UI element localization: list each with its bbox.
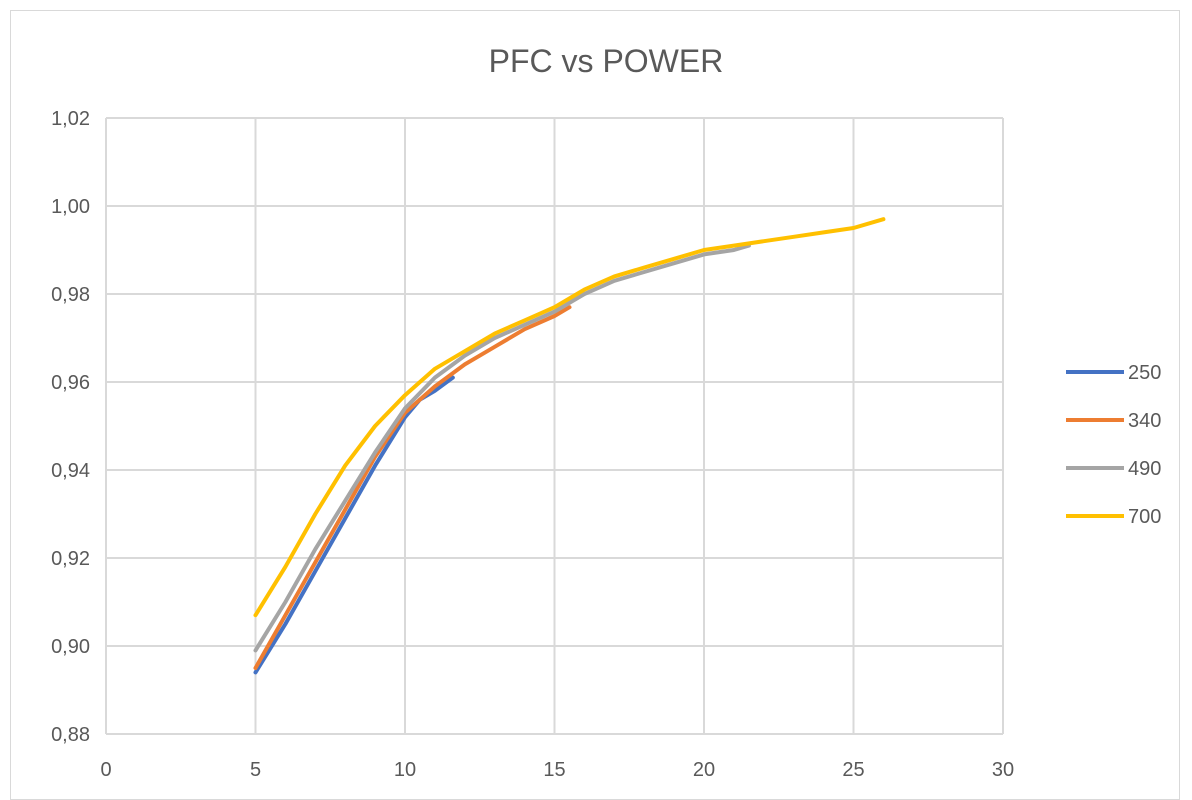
legend-label-700: 700 [1128,506,1161,528]
legend-label-340: 340 [1128,410,1161,432]
y-tick-label: 0,92 [51,548,90,570]
series-line-490 [253,243,751,653]
y-tick-label: 1,00 [51,196,90,218]
legend-label-490: 490 [1128,458,1161,480]
x-tick-label: 10 [394,759,416,781]
y-tick-label: 0,98 [51,284,90,306]
legend-label-250: 250 [1128,362,1161,384]
x-tick-label: 15 [543,759,565,781]
chart-area [10,10,1180,800]
y-tick-label: 1,02 [51,108,90,130]
x-tick-label: 5 [250,759,261,781]
series-lines [253,217,886,675]
axes: 0,88 0,90 0,92 0,94 0,96 0,98 1,00 1,02 0 5 10 15 20… [51,108,1014,781]
y-tick-label: 0,88 [51,724,90,746]
series-line-340 [253,305,572,670]
x-tick-label: 20 [693,759,715,781]
y-tick-label: 0,96 [51,372,90,394]
y-tick-label: 0,90 [51,636,90,658]
y-tick-label: 0,94 [51,460,90,482]
x-tick-label: 30 [992,759,1014,781]
chart-title: PFC vs POWER [489,43,724,79]
series-line-700 [253,217,886,618]
legend: 250 340 490 700 [1066,362,1161,528]
series-line-250 [253,375,455,675]
x-tick-label: 25 [842,759,864,781]
x-tick-label: 0 [100,759,111,781]
gridlines [105,117,1004,735]
